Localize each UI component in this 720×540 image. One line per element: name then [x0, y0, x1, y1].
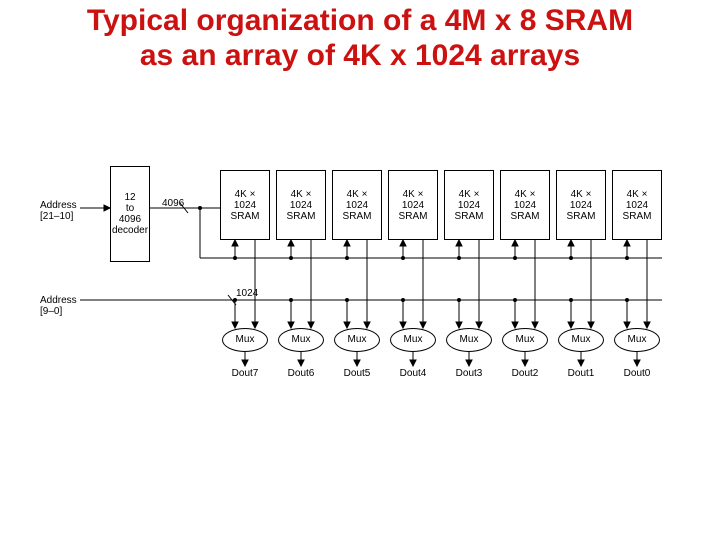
mux-width-label: 1024	[236, 288, 258, 299]
dout-7: Dout7	[222, 368, 268, 379]
decoder-width-label: 4096	[162, 198, 184, 209]
sram-block-4: 4K ×1024SRAM	[444, 170, 494, 240]
mux-5: Mux	[502, 328, 548, 352]
mux-6: Mux	[558, 328, 604, 352]
sram-block-5: 4K ×1024SRAM	[500, 170, 550, 240]
dout-1: Dout1	[558, 368, 604, 379]
mux-4: Mux	[446, 328, 492, 352]
page-title: Typical organization of a 4M x 8 SRAM as…	[0, 4, 720, 73]
sram-block-2: 4K ×1024SRAM	[332, 170, 382, 240]
dout-6: Dout6	[278, 368, 324, 379]
dout-3: Dout3	[446, 368, 492, 379]
sram-block-0: 4K ×1024SRAM	[220, 170, 270, 240]
sram-block-1: 4K ×1024SRAM	[276, 170, 326, 240]
mux-0: Mux	[222, 328, 268, 352]
sram-block-6: 4K ×1024SRAM	[556, 170, 606, 240]
mux-1: Mux	[278, 328, 324, 352]
dout-4: Dout4	[390, 368, 436, 379]
dout-0: Dout0	[614, 368, 660, 379]
title-line-1: Typical organization of a 4M x 8 SRAM	[87, 4, 633, 37]
sram-block-3: 4K ×1024SRAM	[388, 170, 438, 240]
address-lo-label: Address[9–0]	[40, 295, 77, 317]
dout-2: Dout2	[502, 368, 548, 379]
mux-3: Mux	[390, 328, 436, 352]
address-hi-label: Address[21–10]	[40, 200, 77, 222]
decoder-box: 12 to 4096 decoder	[110, 166, 150, 262]
sram-diagram: Address[21–10] Address[9–0] 12 to 4096 d…	[40, 150, 680, 470]
sram-block-7: 4K ×1024SRAM	[612, 170, 662, 240]
title-line-2: as an array of 4K x 1024 arrays	[140, 39, 580, 72]
mux-7: Mux	[614, 328, 660, 352]
mux-2: Mux	[334, 328, 380, 352]
dout-5: Dout5	[334, 368, 380, 379]
